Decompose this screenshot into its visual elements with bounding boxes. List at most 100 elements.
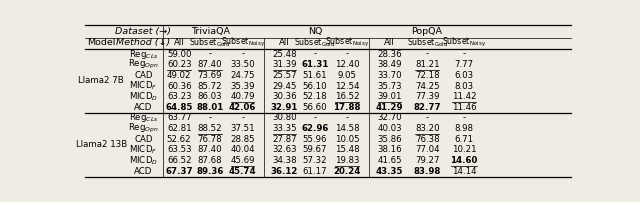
Text: Dataset (→): Dataset (→) (115, 27, 172, 36)
Text: 8.98: 8.98 (454, 124, 474, 133)
Text: 33.35: 33.35 (272, 124, 297, 133)
Text: -: - (314, 49, 317, 59)
Text: 63.53: 63.53 (167, 145, 191, 155)
Text: 34.38: 34.38 (272, 156, 297, 165)
Text: Subset$_\mathregular{Gold}$: Subset$_\mathregular{Gold}$ (189, 36, 230, 49)
Text: Llama2 13B: Llama2 13B (76, 140, 127, 149)
Text: 63.77: 63.77 (167, 114, 191, 122)
Text: ACD: ACD (134, 167, 153, 176)
Text: All: All (384, 38, 395, 47)
Text: 88.52: 88.52 (198, 124, 222, 133)
Text: 19.83: 19.83 (335, 156, 359, 165)
Text: 88.01: 88.01 (196, 103, 223, 112)
Text: 30.36: 30.36 (272, 92, 297, 101)
Text: 66.52: 66.52 (167, 156, 191, 165)
Text: 55.96: 55.96 (303, 135, 327, 144)
Text: ACD: ACD (134, 103, 153, 112)
Text: -: - (426, 49, 429, 59)
Text: CAD: CAD (134, 135, 153, 144)
Text: -: - (314, 114, 317, 122)
Text: MICD$_D$: MICD$_D$ (129, 90, 158, 103)
Text: -: - (209, 49, 211, 59)
Text: 83.98: 83.98 (413, 167, 441, 176)
Text: 64.85: 64.85 (166, 103, 193, 112)
Text: 8.03: 8.03 (454, 82, 474, 90)
Text: 60.36: 60.36 (167, 82, 191, 90)
Text: -: - (209, 114, 211, 122)
Text: 61.17: 61.17 (303, 167, 328, 176)
Text: 77.39: 77.39 (415, 92, 440, 101)
Text: Reg$_{Opn}$: Reg$_{Opn}$ (128, 122, 159, 135)
Text: 28.36: 28.36 (377, 49, 402, 59)
Text: 20.24: 20.24 (333, 167, 360, 176)
Text: 39.01: 39.01 (377, 92, 402, 101)
Text: 38.49: 38.49 (377, 60, 402, 69)
Text: 72.18: 72.18 (415, 71, 440, 80)
Text: 25.57: 25.57 (272, 71, 297, 80)
Text: 28.85: 28.85 (230, 135, 255, 144)
Text: 76.78: 76.78 (198, 135, 222, 144)
Text: 52.62: 52.62 (167, 135, 191, 144)
Text: 35.86: 35.86 (377, 135, 402, 144)
Text: 35.73: 35.73 (377, 82, 402, 90)
Text: 79.27: 79.27 (415, 156, 440, 165)
Text: 62.81: 62.81 (167, 124, 191, 133)
Text: 41.65: 41.65 (377, 156, 402, 165)
Text: 32.91: 32.91 (271, 103, 298, 112)
Text: 35.39: 35.39 (230, 82, 255, 90)
Text: 12.54: 12.54 (335, 82, 359, 90)
Text: 9.05: 9.05 (337, 71, 356, 80)
Text: CAD: CAD (134, 71, 153, 80)
Text: 67.37: 67.37 (165, 167, 193, 176)
Text: 41.29: 41.29 (376, 103, 403, 112)
Text: 40.04: 40.04 (230, 145, 255, 155)
Text: Subset$_\mathregular{Noisy}$: Subset$_\mathregular{Noisy}$ (221, 36, 265, 49)
Text: 61.31: 61.31 (301, 60, 329, 69)
Text: 30.80: 30.80 (272, 114, 297, 122)
Text: 12.40: 12.40 (335, 60, 359, 69)
Text: 17.88: 17.88 (333, 103, 360, 112)
Text: 87.68: 87.68 (198, 156, 222, 165)
Text: -: - (241, 114, 244, 122)
Text: 6.03: 6.03 (454, 71, 474, 80)
Text: 56.60: 56.60 (303, 103, 328, 112)
Text: 29.45: 29.45 (272, 82, 296, 90)
Text: 63.23: 63.23 (167, 92, 191, 101)
Text: Reg$_{CLs}$: Reg$_{CLs}$ (129, 112, 158, 124)
Text: 24.75: 24.75 (230, 71, 255, 80)
Text: 83.20: 83.20 (415, 124, 440, 133)
Text: 45.74: 45.74 (229, 167, 257, 176)
Text: 31.39: 31.39 (272, 60, 296, 69)
Text: 10.05: 10.05 (335, 135, 359, 144)
Text: 14.58: 14.58 (335, 124, 359, 133)
Text: 87.40: 87.40 (198, 60, 222, 69)
Text: 86.03: 86.03 (198, 92, 222, 101)
Text: 32.63: 32.63 (272, 145, 297, 155)
Text: 14.14: 14.14 (452, 167, 476, 176)
Text: Subset$_\mathregular{Gold}$: Subset$_\mathregular{Gold}$ (406, 36, 448, 49)
Text: 25.48: 25.48 (272, 49, 297, 59)
Text: 81.21: 81.21 (415, 60, 440, 69)
Text: NQ: NQ (308, 27, 323, 36)
Text: -: - (241, 49, 244, 59)
Text: Reg$_{Opn}$: Reg$_{Opn}$ (128, 58, 159, 71)
Text: 7.77: 7.77 (454, 60, 474, 69)
Text: 33.50: 33.50 (230, 60, 255, 69)
Text: 85.72: 85.72 (198, 82, 222, 90)
Text: -: - (462, 49, 465, 59)
Text: Reg$_{CLs}$: Reg$_{CLs}$ (129, 47, 158, 61)
Text: All: All (174, 38, 184, 47)
Text: 38.16: 38.16 (377, 145, 402, 155)
Text: 16.52: 16.52 (335, 92, 359, 101)
Text: Llama2 7B: Llama2 7B (79, 76, 124, 85)
Text: 52.18: 52.18 (303, 92, 328, 101)
Text: 73.69: 73.69 (198, 71, 222, 80)
Text: MICD$_D$: MICD$_D$ (129, 154, 158, 167)
Text: 76.38: 76.38 (415, 135, 440, 144)
Text: 42.06: 42.06 (229, 103, 257, 112)
Text: 82.77: 82.77 (413, 103, 441, 112)
Text: 40.79: 40.79 (230, 92, 255, 101)
Text: 40.03: 40.03 (377, 124, 402, 133)
Text: Subset$_\mathregular{Noisy}$: Subset$_\mathregular{Noisy}$ (442, 36, 486, 49)
Text: -: - (426, 114, 429, 122)
